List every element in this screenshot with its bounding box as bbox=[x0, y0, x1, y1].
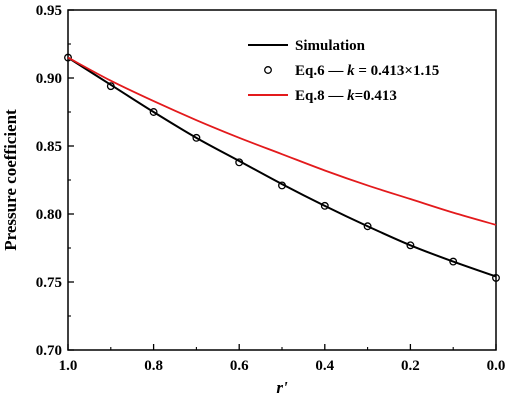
data-point-marker bbox=[406, 241, 415, 250]
x-tick-label: 0.2 bbox=[401, 358, 420, 374]
y-tick-label: 0.90 bbox=[36, 71, 62, 87]
y-tick-label: 0.75 bbox=[36, 275, 62, 291]
y-tick-label: 0.70 bbox=[36, 343, 62, 359]
legend-swatch-marker bbox=[264, 66, 272, 74]
axis-ticks bbox=[67, 9, 497, 351]
x-tick-label: 1.0 bbox=[59, 358, 78, 374]
y-tick-label: 0.85 bbox=[36, 139, 62, 155]
data-point-marker bbox=[106, 82, 115, 91]
legend: Simulation Eq.6 — k = 0.413×1.15 Eq.8 — k=… bbox=[248, 38, 439, 104]
data-point-marker bbox=[149, 108, 158, 116]
x-axis-title: r' bbox=[276, 378, 288, 397]
data-point-marker bbox=[64, 53, 72, 62]
legend-label: Eq.6 — k = 0.413×1.15 bbox=[295, 63, 439, 79]
x-tick-label: 0.4 bbox=[315, 358, 334, 374]
data-point-marker bbox=[320, 201, 329, 210]
series-line-0 bbox=[67, 56, 497, 278]
series-line-2 bbox=[67, 56, 497, 226]
data-point-marker bbox=[278, 181, 286, 190]
x-tick-labels: 1.0 0.8 0.6 0.4 0.2 0.0 bbox=[59, 358, 505, 374]
legend-label: Simulation bbox=[295, 38, 366, 54]
data-point-marker bbox=[449, 257, 458, 266]
y-tick-label: 0.95 bbox=[36, 3, 62, 19]
data-point-marker bbox=[363, 222, 372, 231]
y-tick-label: 0.80 bbox=[36, 207, 62, 223]
data-point-marker bbox=[492, 273, 500, 282]
x-tick-label: 0.0 bbox=[487, 358, 505, 374]
data-point-marker bbox=[235, 158, 244, 167]
plot-frame bbox=[67, 9, 497, 351]
x-tick-label: 0.8 bbox=[144, 358, 163, 374]
y-axis-title: Pressure coefficient bbox=[1, 109, 20, 251]
x-tick-label: 0.6 bbox=[230, 358, 249, 374]
data-point-marker bbox=[192, 133, 201, 142]
legend-label: Eq.8 — k=0.413 bbox=[295, 88, 397, 104]
y-tick-labels: 0.70 0.75 0.80 0.85 0.90 0.95 bbox=[36, 3, 62, 359]
series-layer bbox=[64, 53, 500, 282]
